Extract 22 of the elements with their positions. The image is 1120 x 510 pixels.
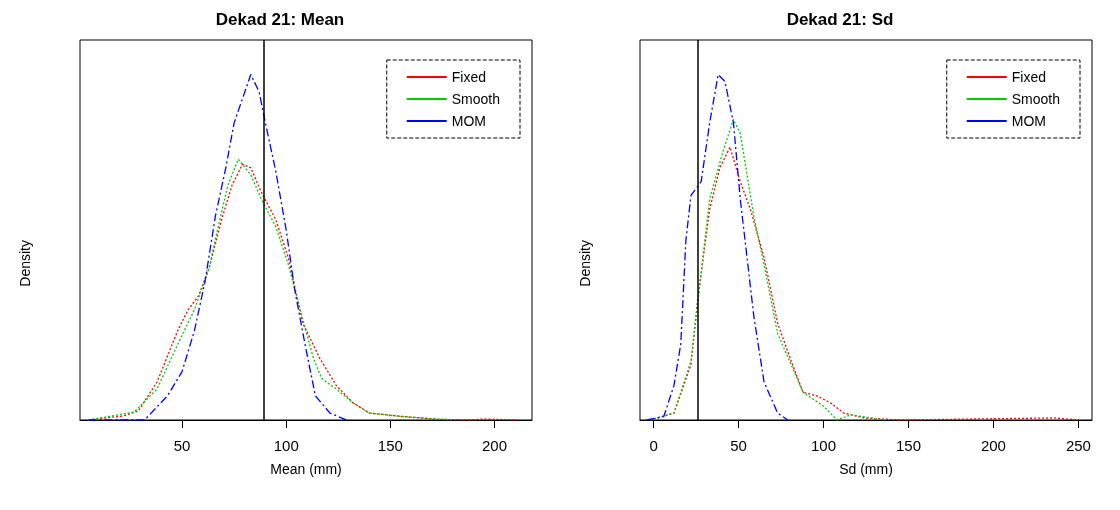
chart-title: Dekad 21: Sd bbox=[786, 10, 894, 29]
x-axis-title: Mean (mm) bbox=[270, 461, 342, 477]
y-axis-title: Density bbox=[577, 240, 593, 287]
legend-label: MOM bbox=[451, 113, 486, 129]
x-tick-label: 250 bbox=[1065, 437, 1091, 454]
y-axis-title: Density bbox=[17, 240, 33, 287]
legend-label: Fixed bbox=[1011, 69, 1046, 85]
x-tick-label: 50 bbox=[730, 437, 747, 454]
x-tick-label: 200 bbox=[481, 437, 508, 454]
legend-label: Smooth bbox=[1011, 91, 1060, 107]
legend-label: MOM bbox=[1011, 113, 1046, 129]
x-axis-title: Sd (mm) bbox=[839, 461, 893, 477]
x-tick-label: 50 bbox=[173, 437, 191, 454]
x-tick-label: 0 bbox=[649, 437, 658, 454]
x-tick-label: 150 bbox=[377, 437, 403, 454]
legend-label: Fixed bbox=[451, 69, 486, 85]
chart-title: Dekad 21: Mean bbox=[215, 10, 345, 29]
legend-label: Smooth bbox=[451, 91, 500, 107]
x-tick-label: 100 bbox=[811, 437, 837, 454]
x-tick-label: 150 bbox=[895, 437, 921, 454]
x-tick-label: 200 bbox=[980, 437, 1006, 454]
x-tick-label: 100 bbox=[273, 437, 299, 454]
